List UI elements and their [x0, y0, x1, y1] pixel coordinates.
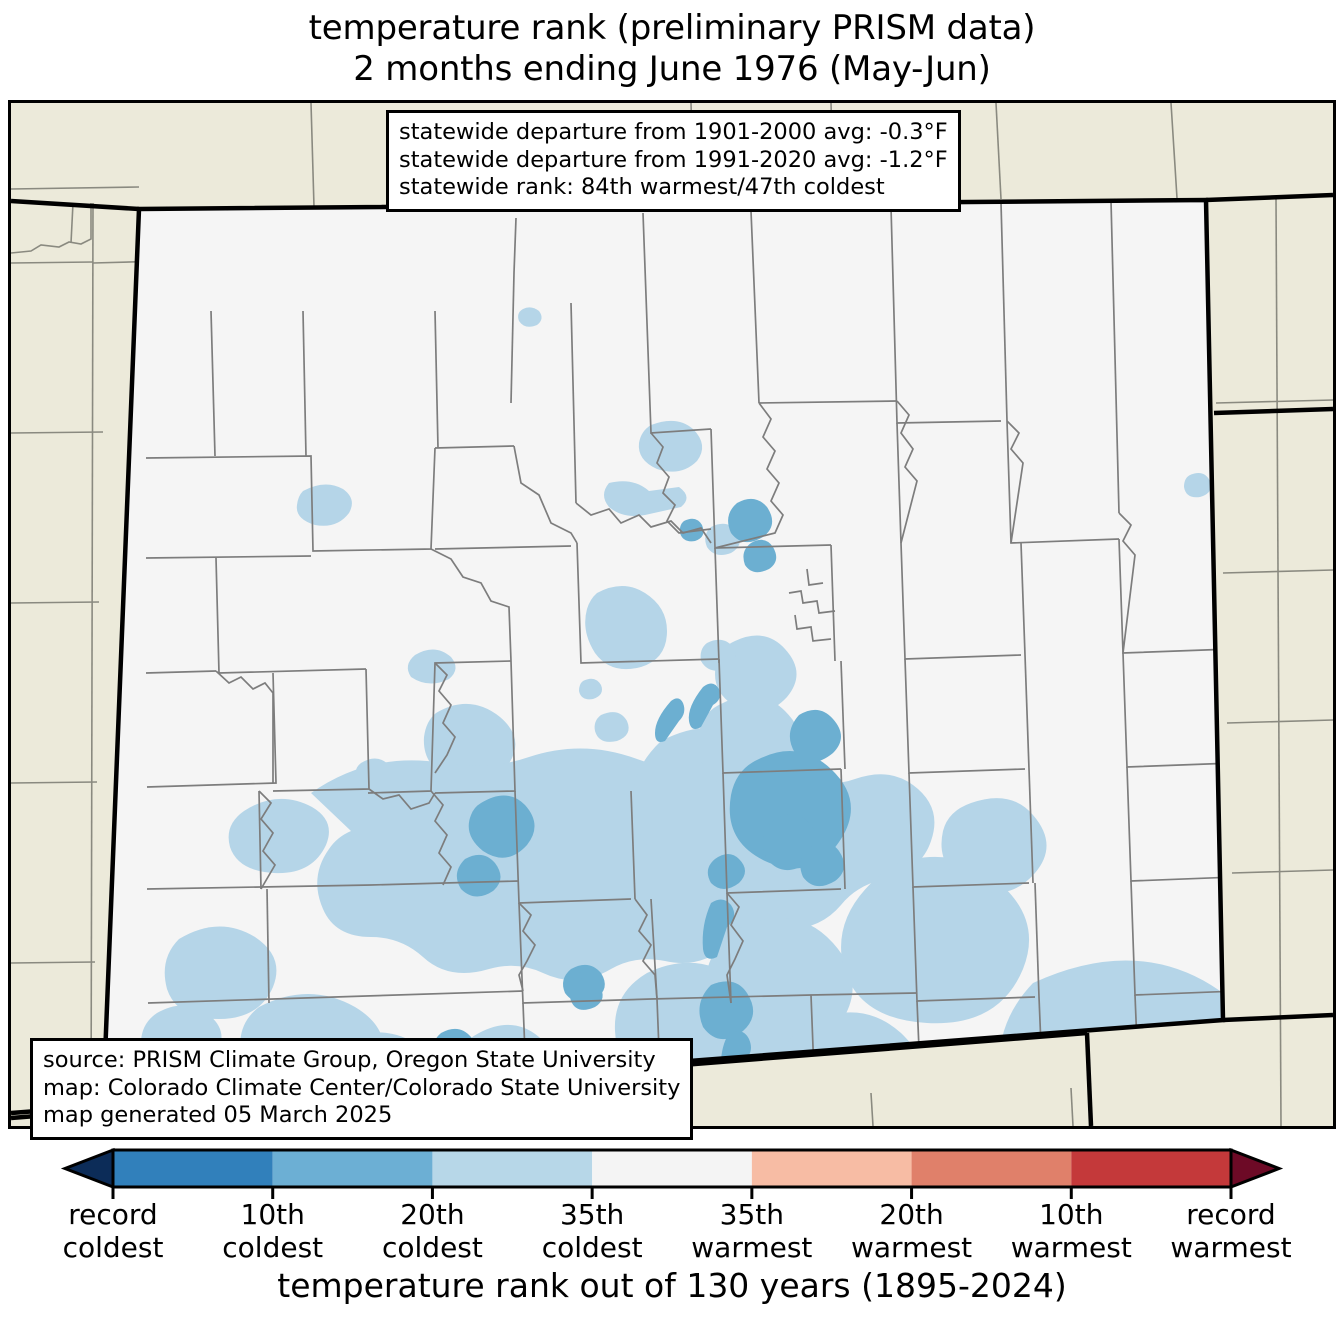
- page-title: temperature rank (preliminary PRISM data…: [0, 8, 1344, 90]
- colorbar-label-bottom-4: warmest: [691, 1231, 813, 1264]
- source-line-3: map generated 05 March 2025: [43, 1102, 393, 1128]
- colorbar-label-1: 10th coldest: [183, 1198, 363, 1264]
- colorbar-label-bottom-7: warmest: [1170, 1231, 1292, 1264]
- colorbar-band-1: [272, 1150, 433, 1187]
- colorbar-label-7: record warmest: [1141, 1198, 1321, 1264]
- colorbar-label-4: 35th warmest: [662, 1198, 842, 1264]
- colorbar-label-5: 20th warmest: [822, 1198, 1002, 1264]
- colorbar-label-bottom-2: coldest: [381, 1231, 483, 1264]
- colorbar-label-top-0: record: [68, 1198, 158, 1231]
- colorbar-label-bottom-1: coldest: [222, 1231, 324, 1264]
- title-line-1: temperature rank (preliminary PRISM data…: [308, 8, 1036, 48]
- colorbar-under-arrow: [60, 1147, 115, 1190]
- colorbar-gradient: [60, 1147, 1284, 1199]
- colorbar-label-bottom-6: warmest: [1010, 1231, 1132, 1264]
- colorbar-label-top-4: 35th: [719, 1198, 785, 1231]
- colorbar-label-top-1: 10th: [240, 1198, 305, 1231]
- colorbar-band-6: [1071, 1150, 1231, 1187]
- map-canvas[interactable]: [8, 100, 1336, 1129]
- statewide-stats-box: statewide departure from 1901-2000 avg: …: [386, 110, 961, 212]
- colorbar-label-top-5: 20th: [879, 1198, 944, 1231]
- colorbar-label-bottom-5: warmest: [850, 1231, 973, 1264]
- stats-line-1: statewide departure from 1901-2000 avg: …: [399, 119, 948, 145]
- colorbar-label-top-2: 20th: [400, 1198, 465, 1231]
- county-boundaries: [145, 200, 1223, 1104]
- denver-county-notches: [788, 568, 836, 642]
- colorbar: record coldest 10th coldest 20th coldest 35th c…: [0, 1140, 1344, 1332]
- colorbar-over-arrow: [1229, 1147, 1284, 1190]
- colorbar-label-bottom-3: coldest: [541, 1231, 643, 1264]
- colorbar-band-4: [751, 1150, 912, 1187]
- colorbar-label-top-6: 10th: [1039, 1198, 1104, 1231]
- stats-line-3: statewide rank: 84th warmest/47th coldes…: [399, 174, 885, 200]
- colorbar-tick-labels: record coldest 10th coldest 20th coldest 35th c…: [0, 1198, 1344, 1270]
- colorbar-label-bottom-0: coldest: [62, 1231, 164, 1264]
- stats-line-2: statewide departure from 1991-2020 avg: …: [399, 146, 948, 173]
- colorbar-band-0: [113, 1150, 273, 1187]
- source-line-1: source: PRISM Climate Group, Oregon Stat…: [43, 1047, 656, 1073]
- source-line-2: map: Colorado Climate Center/Colorado St…: [43, 1074, 681, 1101]
- colorbar-label-6: 10th warmest: [981, 1198, 1161, 1264]
- title-line-2: 2 months ending June 1976 (May-Jun): [353, 49, 991, 89]
- colorbar-bands: [60, 1147, 1284, 1190]
- colorado-rank-map: [11, 103, 1333, 1126]
- colorbar-ticks: [111, 1185, 1233, 1199]
- colorbar-label-2: 20th coldest: [342, 1198, 522, 1264]
- colorbar-band-5: [911, 1150, 1072, 1187]
- colorbar-band-2: [432, 1150, 593, 1187]
- colorbar-label-top-7: record: [1186, 1198, 1276, 1231]
- source-credits-box: source: PRISM Climate Group, Oregon Stat…: [30, 1038, 694, 1140]
- colorbar-label-0: record coldest: [23, 1198, 203, 1264]
- colorbar-band-3: [592, 1150, 752, 1187]
- colorbar-label-3: 35th coldest: [502, 1198, 682, 1264]
- colorbar-axis-title: temperature rank out of 130 years (1895-…: [277, 1266, 1067, 1305]
- colorbar-label-top-3: 35th: [559, 1198, 625, 1231]
